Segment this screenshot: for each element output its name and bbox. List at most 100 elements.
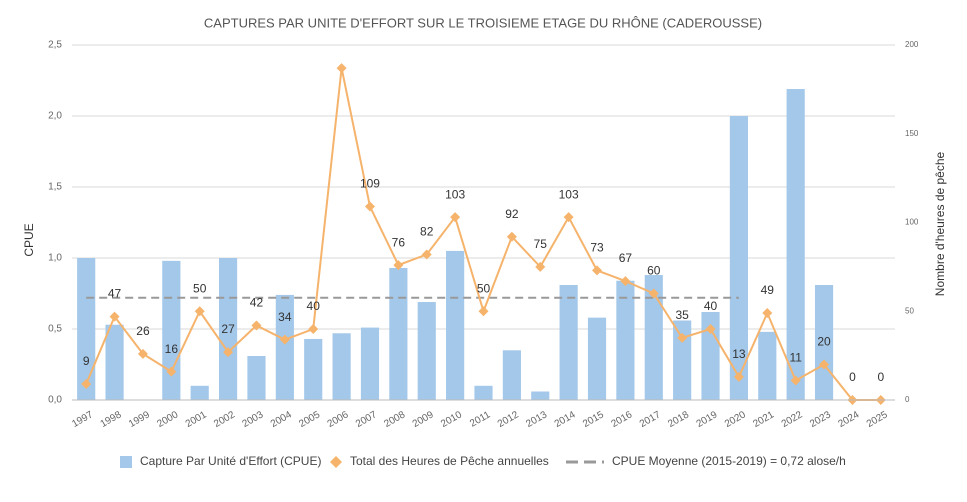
bar [162, 260, 181, 400]
data-label: 76 [392, 235, 406, 249]
bar [502, 350, 521, 400]
bar [559, 284, 578, 400]
x-tick-label: 2002 [212, 409, 237, 430]
data-label: 0 [877, 370, 884, 384]
bar [219, 258, 238, 400]
marker [194, 306, 205, 317]
y-tick-label: 0,0 [48, 395, 62, 406]
marker [308, 324, 319, 334]
legend-label: CPUE Moyenne (2015-2019) = 0,72 alose/h [612, 454, 846, 468]
x-tick-label: 2018 [666, 409, 691, 430]
x-tick-label: 2008 [382, 409, 407, 430]
legend-label: Capture Par Unité d'Effort (CPUE) [140, 454, 321, 468]
bar [729, 116, 748, 400]
x-tick-label: 2012 [496, 409, 521, 430]
bar [701, 311, 720, 400]
legend-swatch [330, 456, 342, 468]
data-label: 82 [420, 225, 434, 239]
x-tick-label: 2000 [155, 409, 180, 430]
legend-label: Total des Heures de Pêche annuelles [350, 454, 549, 468]
bar [474, 385, 493, 400]
bar [644, 275, 663, 400]
data-label: 50 [477, 281, 491, 295]
bar [531, 391, 550, 400]
bar [616, 280, 635, 400]
y2-tick-label: 200 [905, 40, 919, 49]
marker [733, 371, 744, 382]
y2-tick-label: 50 [905, 306, 914, 315]
data-label: 34 [278, 310, 292, 324]
x-tick-label: 2016 [609, 409, 634, 430]
data-label: 109 [360, 177, 380, 191]
x-tick-label: 2014 [553, 409, 578, 430]
data-label: 20 [817, 335, 831, 349]
y2-tick-label: 150 [905, 129, 919, 138]
marker [393, 260, 404, 271]
data-label: 0 [849, 370, 856, 384]
data-label: 50 [193, 281, 207, 295]
data-label: 40 [307, 299, 321, 313]
x-tick-label: 2025 [865, 409, 890, 430]
y-axis-title: CPUE [22, 223, 36, 256]
x-tick-label: 2010 [439, 409, 464, 430]
marker [620, 276, 631, 287]
bar [304, 338, 323, 400]
data-label: 103 [559, 187, 579, 201]
data-label: 49 [761, 283, 775, 297]
x-tick-label: 2009 [411, 409, 436, 430]
data-label: 42 [250, 296, 264, 310]
bar [758, 331, 777, 400]
x-tick-label: 2013 [524, 409, 549, 430]
x-tick-label: 2003 [241, 409, 266, 430]
bar [673, 320, 692, 400]
bar [247, 355, 266, 400]
data-label: 26 [136, 324, 150, 338]
marker [677, 332, 688, 343]
legend-swatch [120, 456, 132, 468]
bar [446, 250, 465, 400]
x-tick-label: 2024 [836, 409, 861, 430]
x-tick-label: 2007 [354, 409, 379, 430]
bar [275, 294, 294, 400]
x-tick-label: 2021 [751, 409, 776, 430]
marker [421, 249, 432, 260]
data-label: 13 [732, 347, 746, 361]
y-tick-label: 2,0 [48, 111, 62, 122]
data-label: 60 [647, 264, 661, 278]
x-tick-label: 2005 [297, 409, 322, 430]
marker [81, 379, 92, 390]
y2-tick-label: 100 [905, 218, 919, 227]
data-label: 35 [675, 308, 689, 322]
y-tick-label: 1,5 [48, 182, 62, 193]
data-label: 16 [165, 342, 179, 356]
data-label: 9 [83, 354, 90, 368]
x-tick-label: 2006 [326, 409, 351, 430]
data-label: 75 [534, 237, 548, 251]
bar [417, 302, 436, 400]
data-label: 103 [445, 187, 465, 201]
marker [109, 311, 120, 322]
data-label: 73 [590, 241, 604, 255]
x-tick-label: 2019 [695, 409, 720, 430]
marker [819, 359, 830, 370]
marker [762, 308, 773, 319]
marker [563, 212, 574, 223]
marker [223, 347, 234, 358]
bar [389, 267, 408, 400]
x-tick-label: 2020 [723, 409, 748, 430]
data-label: 67 [619, 251, 633, 265]
marker [166, 366, 177, 377]
data-label: 27 [221, 322, 235, 336]
marker [592, 265, 603, 276]
data-label: 47 [108, 287, 122, 301]
marker [705, 324, 716, 334]
bar [587, 317, 607, 400]
marker [478, 306, 489, 317]
x-tick-label: 1997 [70, 409, 95, 430]
bar [332, 333, 351, 400]
x-tick-label: 2022 [780, 409, 805, 430]
x-tick-label: 1998 [99, 409, 124, 430]
marker [535, 261, 546, 272]
bar [786, 89, 805, 401]
